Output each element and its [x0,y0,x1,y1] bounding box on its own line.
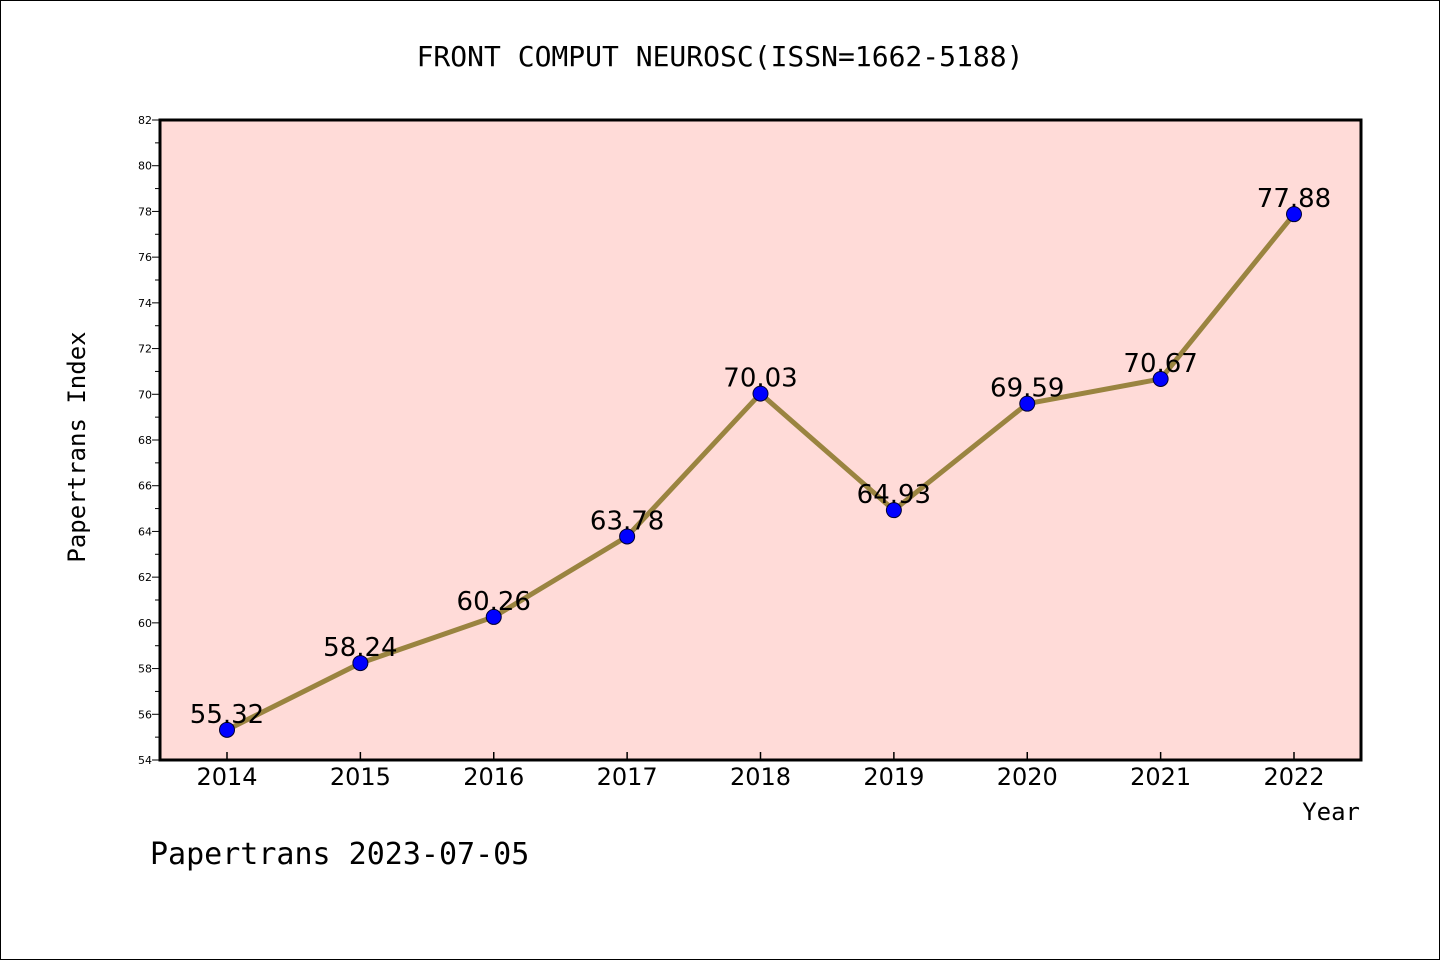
data-labels-group: 55.32 58.24 60.26 63.78 70.03 64.93 69.59 70.67… [190,184,1331,730]
y-axis-label: Papertrans Index [63,331,91,562]
plot-border [158,118,1363,762]
data-point [1152,370,1169,387]
data-label: 77.88 [1257,184,1331,214]
data-label: 70.67 [1123,349,1197,379]
y-tick-label: 56 [138,708,152,721]
data-point [1286,206,1302,223]
x-tick-label: 2022 [1263,763,1324,791]
data-label: 58.24 [323,633,397,663]
footer-text: Papertrans 2023-07-05 [150,837,529,872]
y-tick-label: 54 [138,754,152,767]
data-point [752,385,769,402]
y-tick-label: 78 [138,205,152,218]
y-tick-label: 82 [138,114,152,127]
y-tick-label: 70 [138,388,152,401]
y-tick-label: 80 [138,160,152,173]
x-axis-ticks: 2014 2015 2016 2017 2018 2019 2020 2021 2022 [196,752,1325,791]
y-tick-label: 74 [138,297,152,310]
y-tick-label: 76 [138,251,152,264]
y-tick-label: 72 [138,343,152,356]
y-axis-ticks: 54 56 58 60 62 64 66 68 70 72 74 76 78 80 82 [138,114,160,767]
y-tick-label: 68 [138,434,152,447]
chart-title: FRONT COMPUT NEUROSC(ISSN=1662-5188) [417,40,1024,73]
data-label: 63.78 [590,506,664,536]
x-axis-label: Year [1302,798,1360,826]
data-label: 55.32 [190,700,264,730]
series-group [219,206,1302,738]
y-tick-label: 62 [138,571,152,584]
data-point [885,502,902,519]
x-tick-label: 2014 [196,763,257,791]
x-tick-label: 2021 [1130,763,1191,791]
data-label: 70.03 [723,364,797,394]
x-tick-label: 2019 [863,763,924,791]
data-point [219,721,235,738]
x-tick-label: 2020 [997,763,1058,791]
data-label: 60.26 [457,587,531,617]
data-point [619,528,636,545]
x-tick-label: 2016 [463,763,524,791]
x-tick-label: 2017 [597,763,658,791]
y-tick-label: 60 [138,617,152,630]
plot-area [160,120,1361,760]
data-point [1019,395,1036,412]
y-tick-label: 66 [138,480,152,493]
data-label: 69.59 [990,374,1064,404]
data-point [352,655,369,672]
x-tick-label: 2018 [730,763,791,791]
y-tick-label: 58 [138,663,152,676]
data-point [485,608,502,625]
data-label: 64.93 [857,480,931,510]
y-tick-label: 64 [138,525,152,538]
x-tick-label: 2015 [330,763,391,791]
